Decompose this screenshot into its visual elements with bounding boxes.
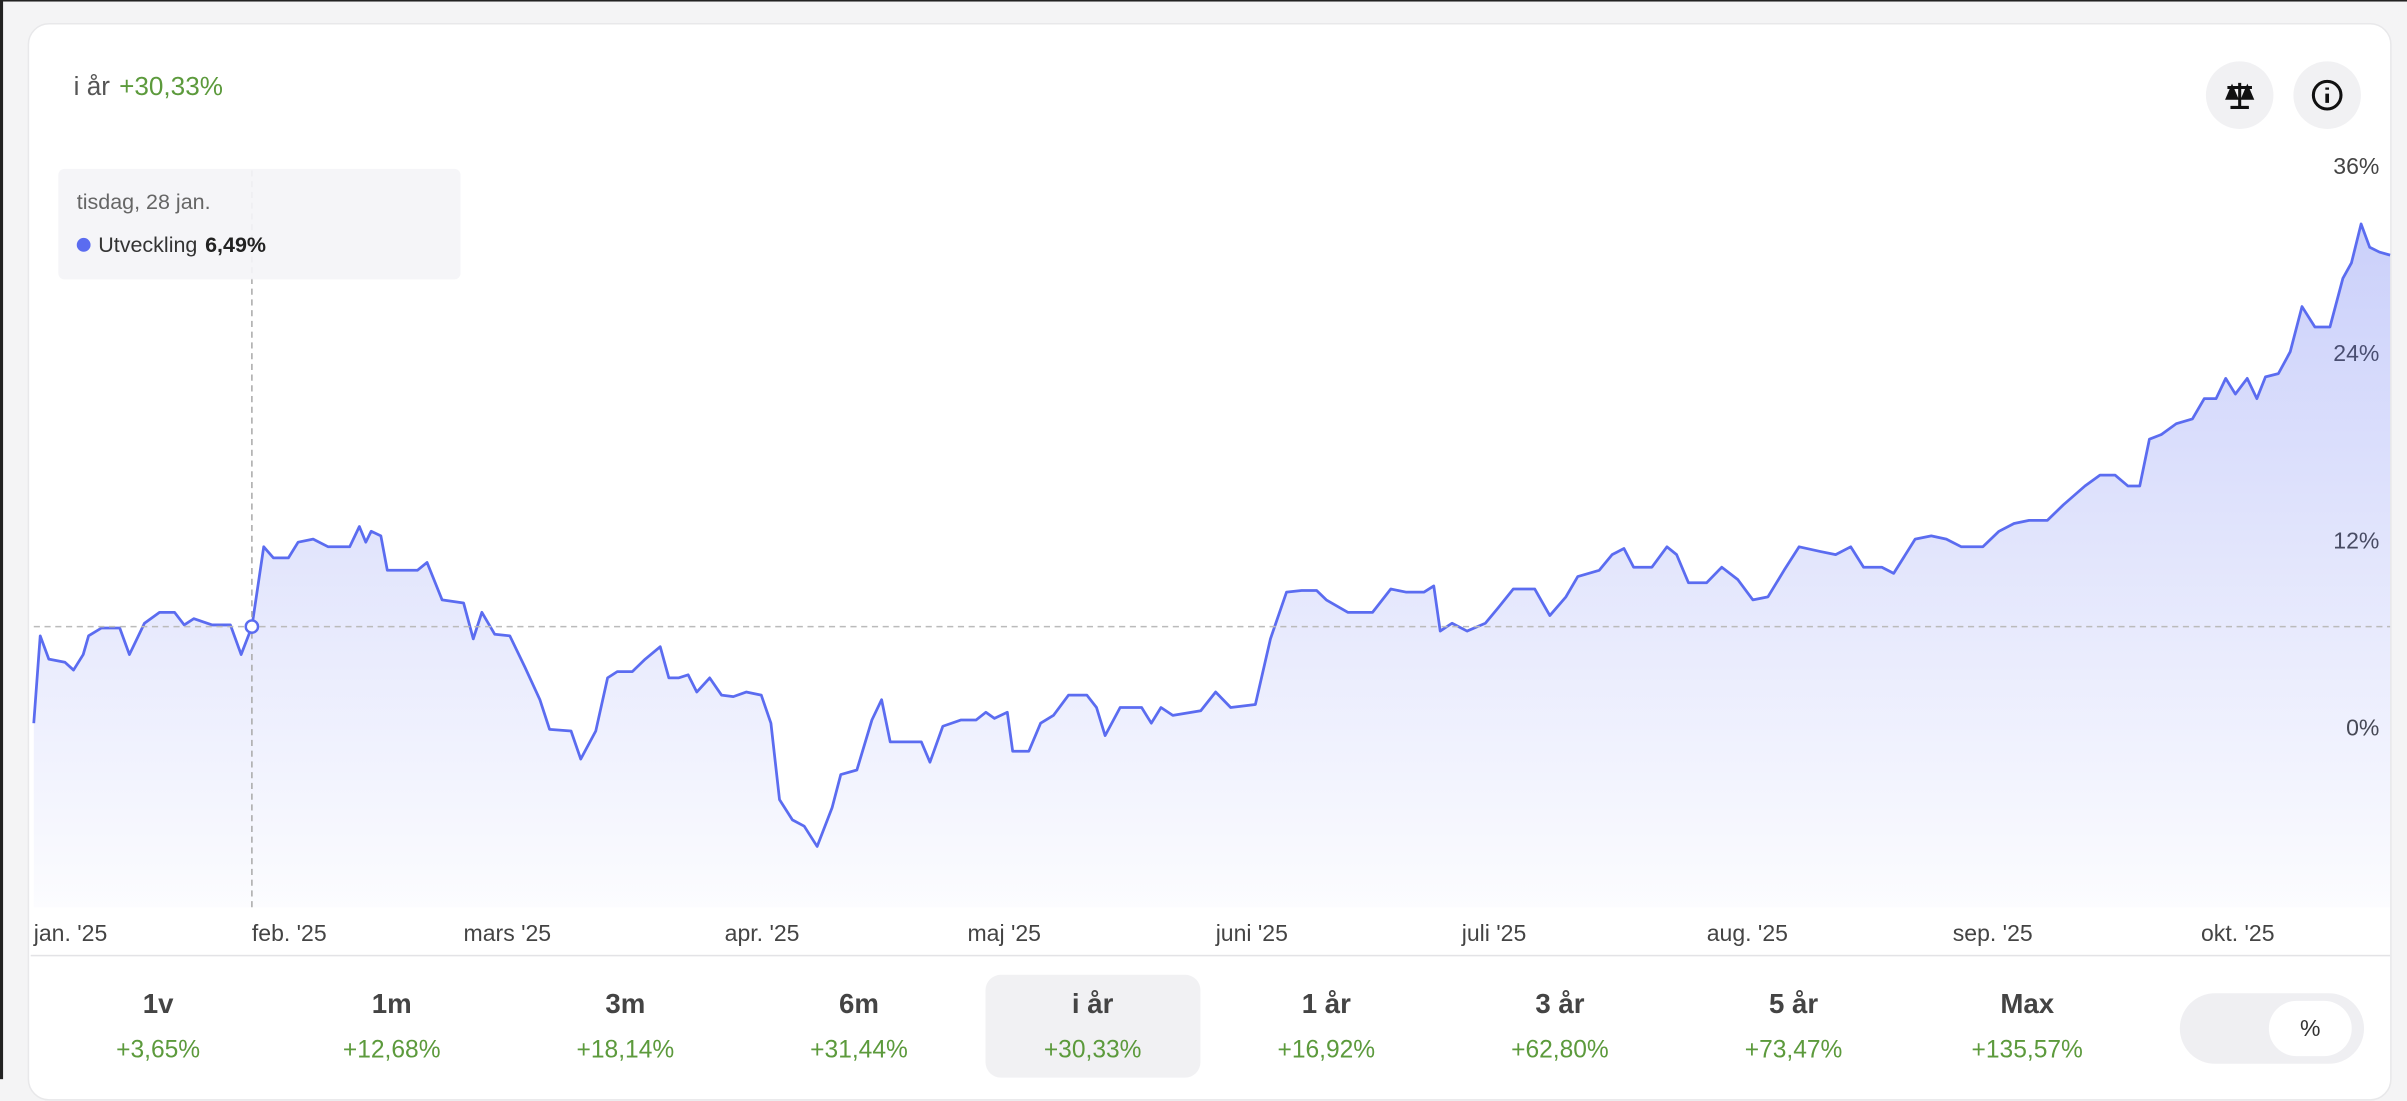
compare-button[interactable] xyxy=(2205,61,2274,129)
period-name: 1v xyxy=(142,988,174,1020)
period-button[interactable]: 3 år +62,80% xyxy=(1452,975,1667,1078)
tooltip-row: Utveckling 6,49% xyxy=(76,231,267,257)
period-change: +135,57% xyxy=(1971,1037,2083,1064)
y-tick-label: 36% xyxy=(2333,153,2379,179)
period-button[interactable]: 1 år +16,92% xyxy=(1219,975,1434,1078)
x-tick-label: apr. '25 xyxy=(725,920,800,946)
period-change: +73,47% xyxy=(1744,1037,1843,1064)
period-change: +16,92% xyxy=(1277,1037,1376,1064)
x-tick-label: jan. '25 xyxy=(33,920,108,946)
tooltip: tisdag, 28 jan. Utveckling 6,49% xyxy=(58,168,461,280)
period-change: +30,33% xyxy=(1043,1037,1142,1064)
period-button[interactable]: 3m +18,14% xyxy=(518,975,733,1078)
period-change: +62,80% xyxy=(1511,1037,1609,1064)
unit-toggle[interactable]: % xyxy=(2179,993,2365,1064)
period-name: 5 år xyxy=(1768,988,1819,1020)
period-button[interactable]: i år +30,33% xyxy=(985,974,1201,1078)
header: i år +30,33% xyxy=(74,72,223,103)
period-button[interactable]: Max +135,57% xyxy=(1920,975,2135,1078)
tooltip-dot xyxy=(76,237,91,251)
tooltip-date: tisdag, 28 jan. xyxy=(76,188,211,214)
period-name: i år xyxy=(1071,988,1114,1020)
period-button[interactable]: 6m +31,44% xyxy=(752,975,967,1078)
x-tick-label: maj '25 xyxy=(968,920,1041,946)
period-name: 3 år xyxy=(1535,988,1585,1020)
period-button[interactable]: 1m +12,68% xyxy=(284,975,499,1078)
period-label: i år xyxy=(73,72,110,102)
period-change: +3,65% xyxy=(116,1037,201,1064)
info-button[interactable] xyxy=(2293,61,2361,129)
x-tick-label: mars '25 xyxy=(464,920,552,946)
period-name: 6m xyxy=(839,988,879,1020)
period-bar: % 1v +3,65% 1m +12,68% 3m +18,14% 6m +31,44% i å… xyxy=(30,954,2391,1082)
period-name: 1 år xyxy=(1301,988,1351,1020)
area-fill xyxy=(33,223,2391,908)
scale-icon xyxy=(2225,82,2255,109)
period-name: 3m xyxy=(605,988,646,1020)
tooltip-series: Utveckling xyxy=(98,231,198,257)
period-change: +18,14% xyxy=(576,1037,675,1064)
toggle-label: % xyxy=(2268,1000,2352,1057)
hover-point xyxy=(244,619,260,634)
period-change: +12,68% xyxy=(342,1037,441,1064)
x-tick-label: okt. '25 xyxy=(2201,920,2275,946)
x-tick-label: aug. '25 xyxy=(1707,920,1788,946)
x-tick-label: sep. '25 xyxy=(1953,920,2033,946)
x-tick-label: feb. '25 xyxy=(252,920,327,946)
line xyxy=(32,222,2391,848)
x-tick-label: juni '25 xyxy=(1215,920,1288,946)
x-tick-label: juli '25 xyxy=(1461,920,1527,946)
period-name: 1m xyxy=(371,988,412,1020)
period-change: +31,44% xyxy=(810,1037,908,1064)
period-change: +30,33% xyxy=(119,72,223,102)
period-button[interactable]: 1v +3,65% xyxy=(51,975,266,1078)
tooltip-value: 6,49% xyxy=(205,231,267,257)
info-icon xyxy=(2311,79,2343,111)
period-button[interactable]: 5 år +73,47% xyxy=(1686,975,1901,1078)
period-name: Max xyxy=(2000,988,2055,1020)
